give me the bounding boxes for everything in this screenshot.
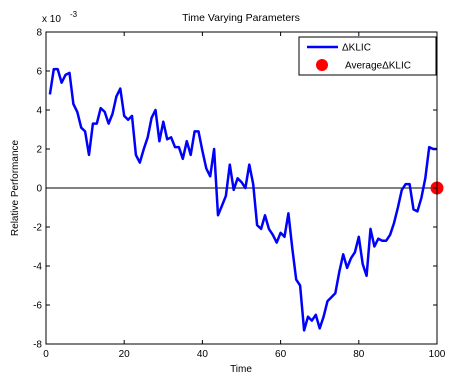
x-tick-label: 100: [429, 349, 446, 360]
y-tick-label: -6: [33, 301, 42, 312]
y-tick-label: -2: [33, 223, 42, 234]
plot-area: [48, 67, 444, 332]
x-tick-label: 80: [353, 349, 365, 360]
y-tick-label: 0: [36, 184, 42, 195]
legend: ΔKLIC AverageΔKLIC: [298, 36, 437, 76]
legend-label-average-dklic: AverageΔKLIC: [345, 61, 411, 72]
y-axis-label: Relative Performance: [10, 139, 21, 236]
y-tick-label: 2: [36, 145, 42, 156]
x-tick-label: 60: [275, 349, 287, 360]
tick-layer: 0 20 40 60 80 100 -8 -6 -4 -2 0 2 4 6 8: [33, 28, 446, 361]
legend-marker-swatch: [316, 59, 328, 71]
chart-title: Time Varying Parameters: [182, 12, 300, 24]
y-tick-label: -8: [33, 340, 42, 351]
y-tick-label: -4: [33, 262, 42, 273]
x-tick-label: 20: [119, 349, 131, 360]
x-tick-label: 0: [43, 349, 49, 360]
legend-label-dklic: ΔKLIC: [342, 43, 371, 54]
x-axis-label: Time: [230, 364, 252, 374]
exponent-power: -3: [70, 10, 78, 19]
y-tick-label: 8: [36, 28, 42, 39]
exponent-label: x 10: [42, 14, 61, 25]
y-tick-label: 4: [36, 106, 42, 117]
x-tick-label: 40: [197, 349, 209, 360]
y-tick-label: 6: [36, 67, 42, 78]
series-line-dklic: [48, 67, 437, 332]
